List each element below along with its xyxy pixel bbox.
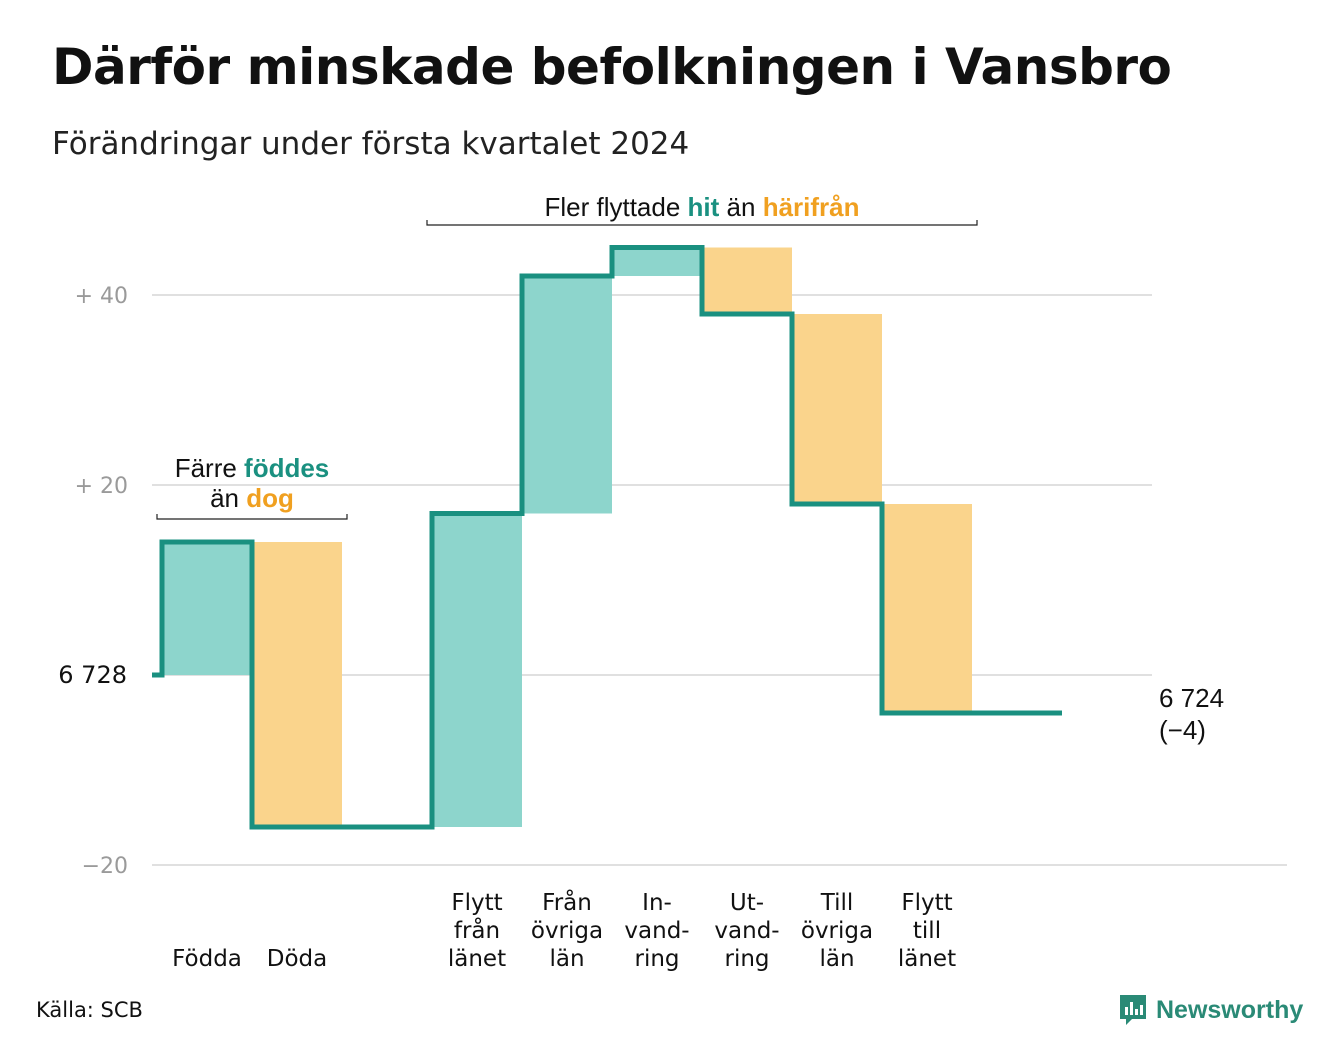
category-label: Flytt från länet <box>448 890 506 972</box>
y-tick-label: 6 728 <box>58 661 127 689</box>
category-label: In-vand-ring <box>624 890 689 972</box>
waterfall-bar <box>162 542 252 675</box>
annotation-text: Färre föddes <box>175 453 330 483</box>
waterfall-bar <box>882 504 972 713</box>
end-value-label: 6 724 <box>1159 683 1224 713</box>
y-tick-label: + 40 <box>75 284 128 309</box>
brand-name: Newsworthy <box>1156 995 1304 1024</box>
annotation-text: Fler flyttade hit än härifrån <box>544 192 859 222</box>
y-tick-label: −20 <box>82 854 128 879</box>
y-tick-label: + 20 <box>75 474 128 499</box>
cumulative-line <box>152 245 1062 830</box>
end-change-label: (−4) <box>1159 715 1206 745</box>
waterfall-bar <box>522 276 612 514</box>
newsworthy-logo-icon <box>1120 995 1146 1025</box>
category-label: Till övriga län <box>801 890 873 972</box>
annotation-bracket <box>426 220 978 226</box>
annotation-text: än dog <box>210 483 294 513</box>
chart-subtitle: Förändringar under första kvartalet 2024 <box>52 126 690 162</box>
category-label: Flytt till länet <box>898 890 956 972</box>
category-label: Från övriga län <box>531 888 603 972</box>
category-label: Döda <box>267 946 327 972</box>
annotation-bracket <box>156 514 348 520</box>
waterfall-bar <box>252 542 342 827</box>
waterfall-bar <box>432 513 522 827</box>
category-label: Födda <box>172 946 242 972</box>
source-note: Källa: SCB <box>36 998 143 1022</box>
chart-title: Därför minskade befolkningen i Vansbro <box>52 38 1172 96</box>
waterfall-bar <box>702 247 792 314</box>
newsworthy-logo: Newsworthy <box>1118 993 1303 1027</box>
category-label: Ut-vand-ring <box>714 890 779 972</box>
waterfall-bar <box>612 247 702 276</box>
waterfall-bar <box>792 314 882 504</box>
